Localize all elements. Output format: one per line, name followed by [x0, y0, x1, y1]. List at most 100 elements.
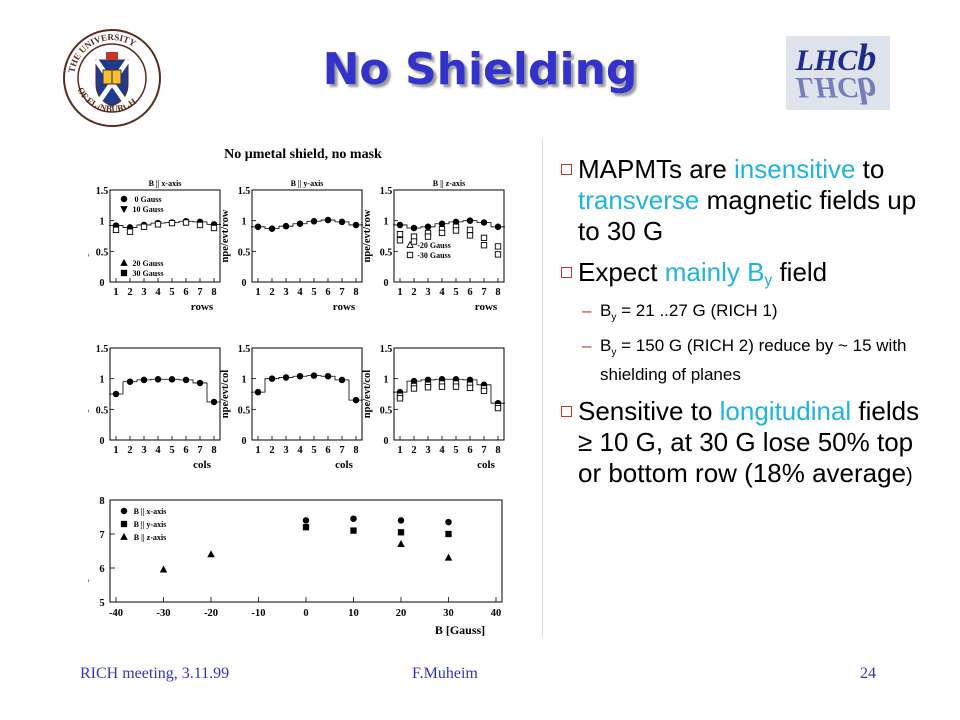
bullet-text: ): [906, 465, 913, 487]
data-point: [397, 517, 405, 524]
square-bullet-icon: [561, 267, 572, 278]
y-tick-label: 1: [384, 375, 389, 386]
data-point: [410, 385, 418, 392]
x-tick-label: 1: [113, 445, 118, 456]
sub-bullet-list: – By = 21 ..27 G (RICH 1) – By = 150 G (RIC…: [578, 300, 938, 386]
x-tick-label: -20: [204, 608, 218, 619]
x-tick-label: -30: [157, 608, 171, 619]
data-point: [196, 221, 204, 229]
y-tick-label: 0.5: [96, 405, 109, 416]
histogram-line: [251, 219, 363, 230]
legend-label: B || z-axis: [134, 533, 166, 542]
x-tick-label: 2: [411, 445, 416, 456]
x-tick-label: 3: [141, 287, 146, 298]
square-bullet-icon: [561, 164, 572, 175]
data-point: [396, 231, 404, 238]
x-tick-label: 8: [211, 445, 216, 456]
x-tick-label: 6: [183, 287, 188, 298]
bullet-text: Expect: [578, 257, 665, 287]
data-point: [112, 390, 120, 398]
data-point: [397, 540, 405, 548]
x-axis-label: cols: [477, 459, 495, 471]
data-point: [494, 223, 502, 231]
highlighted-text: insensitive: [734, 154, 856, 184]
x-axis-label: B [Gauss]: [435, 623, 485, 637]
data-point: [182, 219, 190, 226]
x-axis-label: rows: [333, 301, 356, 313]
sub-bullet-text: B: [600, 336, 612, 355]
legend-label: -30 Gauss: [417, 251, 451, 260]
data-point: [445, 530, 452, 538]
histogram-line: [393, 378, 505, 404]
svg-text:LHCb: LHCb: [795, 37, 877, 79]
x-tick-label: 2: [127, 287, 132, 298]
x-tick-label: 20: [396, 608, 407, 619]
bullet-text: Sensitive to: [578, 396, 720, 426]
x-tick-label: 2: [411, 287, 416, 298]
data-point: [168, 376, 176, 383]
data-point: [438, 383, 446, 390]
bullet-text: to: [855, 154, 885, 184]
data-point: [445, 518, 452, 526]
highlighted-text: longitudinal: [719, 396, 852, 426]
x-tick-label: 7: [339, 287, 344, 298]
y-axis-label: npe/evt/MaPMT: [88, 514, 89, 588]
plot-frame: [109, 347, 221, 441]
data-point: [494, 251, 502, 258]
x-tick-label: 3: [283, 445, 288, 456]
data-point: [210, 224, 218, 232]
data-point: [254, 388, 262, 396]
x-tick-label: 6: [467, 445, 472, 456]
x-tick-label: 8: [495, 287, 500, 298]
x-tick-label: 1: [255, 445, 260, 456]
legend-marker: [120, 507, 128, 515]
legend-marker: [406, 251, 414, 259]
data-point: [268, 375, 276, 382]
data-point: [438, 220, 446, 227]
x-tick-label: 8: [353, 287, 358, 298]
y-tick-label: 1.5: [380, 186, 393, 197]
footer-meeting: RICH meeting, 3.11.99: [80, 665, 230, 682]
data-point: [410, 224, 418, 232]
legend-marker: [406, 240, 414, 248]
plot-frame: [109, 189, 221, 283]
legend-marker: [120, 258, 128, 266]
x-tick-label: 6: [467, 287, 472, 298]
x-tick-label: 4: [439, 445, 445, 456]
data-point: [466, 226, 474, 234]
dash-bullet-icon: –: [582, 336, 592, 355]
sub-bullet-text: = 150 G (RICH 2) reduce by ~ 15 with shi…: [600, 336, 907, 384]
data-point: [296, 372, 304, 380]
data-point: [140, 223, 148, 230]
data-point: [126, 378, 134, 385]
svg-text:LHCb: LHCb: [795, 69, 877, 110]
legend-label: 10 Gauss: [133, 205, 164, 214]
sub-bullet-item: – By = 21 ..27 G (RICH 1): [578, 300, 938, 329]
legend-marker: [120, 195, 128, 203]
x-tick-label: -10: [252, 608, 266, 619]
data-point: [324, 216, 332, 224]
y-tick-label: 0: [384, 436, 389, 447]
y-axis-label: npe/evt/col: [362, 370, 373, 418]
legend-marker: [120, 520, 128, 528]
sub-bullet-subscript: y: [611, 347, 617, 358]
y-tick-label: 1.5: [96, 344, 109, 355]
panel-label: B || y-axis: [291, 179, 324, 188]
legend-marker: [120, 206, 128, 214]
data-point: [159, 565, 168, 573]
data-point: [410, 238, 418, 245]
data-point: [494, 243, 502, 250]
data-point: [444, 553, 453, 561]
x-tick-label: 4: [297, 287, 303, 298]
plot-frame: [393, 347, 505, 441]
legend-label: B || x-axis: [134, 507, 167, 516]
x-tick-label: 4: [439, 287, 445, 298]
data-point: [324, 372, 332, 380]
bullet-item: Sensitive to longitudinal fields ≥ 10 G,…: [561, 396, 938, 492]
y-tick-label: 1: [384, 217, 389, 228]
y-tick-label: 0.5: [96, 247, 109, 258]
data-point: [268, 225, 276, 232]
data-point: [480, 219, 488, 226]
legend-marker: [120, 269, 128, 277]
x-tick-label: 2: [127, 445, 132, 456]
